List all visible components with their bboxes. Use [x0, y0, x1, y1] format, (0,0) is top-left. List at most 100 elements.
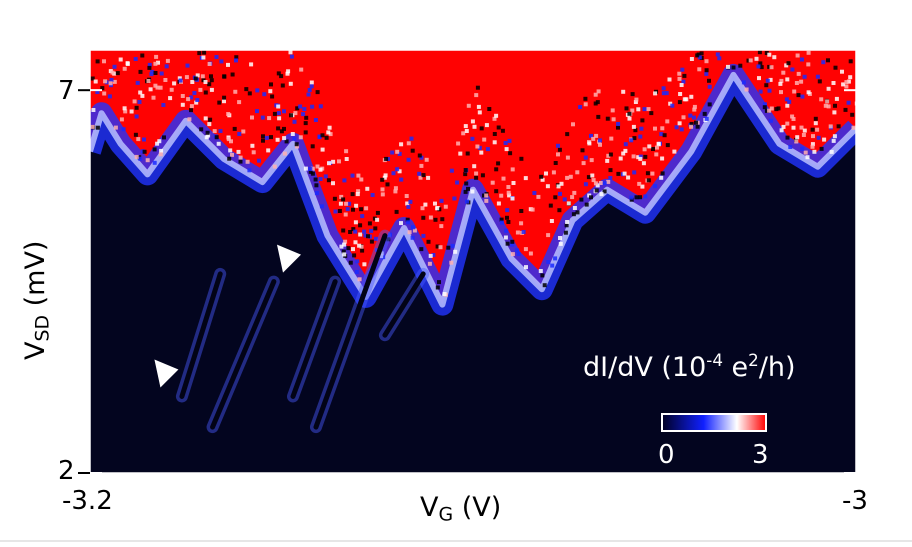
- speckle: [304, 115, 309, 120]
- speckle: [453, 249, 458, 254]
- speckle: [463, 124, 468, 129]
- speckle: [348, 230, 353, 234]
- speckle: [624, 106, 629, 111]
- speckle: [288, 81, 293, 86]
- speckle: [602, 181, 607, 186]
- speckle: [442, 292, 447, 296]
- speckle: [565, 132, 570, 137]
- speckle: [439, 224, 444, 229]
- speckle: [272, 111, 277, 116]
- speckle: [374, 236, 378, 241]
- speckle: [282, 126, 286, 131]
- speckle: [572, 206, 577, 210]
- speckle: [565, 220, 570, 224]
- speckle: [503, 235, 508, 240]
- speckle: [707, 78, 711, 83]
- speckle: [538, 269, 543, 273]
- speckle: [697, 55, 702, 60]
- speckle: [599, 192, 604, 197]
- speckle: [308, 169, 313, 174]
- speckle: [759, 65, 764, 70]
- speckle: [159, 71, 164, 76]
- speckle: [157, 139, 162, 144]
- speckle: [608, 176, 613, 180]
- speckle: [785, 135, 790, 140]
- speckle: [227, 156, 232, 161]
- speckle: [507, 138, 512, 143]
- speckle: [299, 67, 304, 72]
- speckle: [704, 59, 709, 64]
- speckle: [627, 111, 632, 116]
- conductance-lines: [175, 229, 430, 434]
- speckle: [132, 99, 137, 104]
- speckle: [487, 107, 492, 111]
- speckle: [151, 95, 156, 100]
- speckle: [309, 84, 314, 89]
- speckle: [260, 115, 265, 120]
- speckle: [142, 137, 146, 142]
- speckle: [594, 133, 599, 138]
- speckle: [779, 90, 783, 95]
- speckle: [484, 193, 489, 198]
- speckle: [506, 220, 511, 224]
- speckle: [395, 167, 400, 172]
- speckle: [355, 192, 360, 197]
- speckle: [553, 195, 558, 200]
- speckle: [528, 251, 533, 256]
- speckle: [177, 76, 182, 81]
- speckle: [275, 137, 280, 142]
- speckle: [222, 74, 227, 79]
- speckle: [475, 144, 480, 149]
- speckle: [490, 180, 495, 185]
- speckle: [499, 217, 504, 222]
- speckle: [268, 89, 273, 94]
- speckle: [834, 96, 839, 101]
- speckle: [342, 242, 347, 247]
- speckle: [393, 186, 398, 191]
- speckle: [363, 233, 368, 238]
- speckle: [417, 171, 422, 176]
- speckle: [356, 173, 361, 178]
- speckle: [496, 161, 501, 166]
- speckle: [93, 79, 98, 84]
- speckle: [550, 263, 555, 268]
- speckle: [134, 114, 139, 119]
- speckle: [578, 105, 583, 109]
- y-tick-label: 2: [58, 456, 75, 486]
- speckle: [656, 141, 661, 146]
- speckle: [201, 55, 206, 60]
- speckle: [476, 104, 481, 109]
- speckle: [482, 137, 487, 142]
- speckle: [262, 92, 267, 97]
- speckle: [326, 178, 331, 183]
- speckle: [136, 137, 141, 142]
- speckle: [113, 125, 118, 130]
- speckle: [463, 189, 468, 194]
- speckle: [426, 239, 431, 244]
- speckle: [779, 78, 784, 83]
- speckle: [638, 156, 643, 161]
- speckle: [344, 149, 349, 154]
- speckle: [247, 168, 252, 173]
- speckle: [229, 139, 233, 144]
- speckle: [421, 215, 426, 220]
- speckle: [636, 155, 641, 160]
- speckle: [812, 149, 817, 154]
- speckle: [189, 108, 193, 113]
- speckle: [765, 78, 770, 83]
- speckle: [348, 260, 353, 265]
- speckle: [477, 145, 482, 150]
- speckle: [519, 221, 524, 226]
- speckle: [405, 201, 410, 206]
- speckle: [209, 74, 213, 79]
- speckle: [158, 152, 163, 157]
- speckle: [519, 209, 524, 213]
- speckle: [202, 50, 207, 55]
- speckle: [466, 103, 471, 108]
- speckle: [695, 53, 700, 58]
- speckle: [353, 220, 358, 225]
- speckle: [510, 167, 515, 172]
- speckle: [320, 147, 325, 152]
- speckle: [516, 251, 521, 256]
- speckle: [536, 194, 541, 199]
